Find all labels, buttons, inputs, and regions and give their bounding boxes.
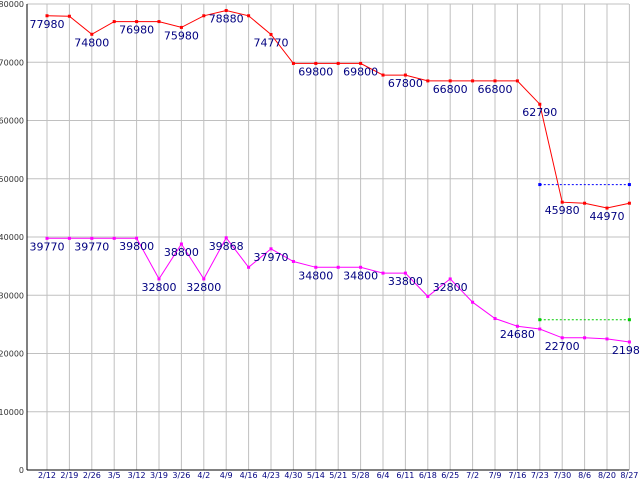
series-2-point (538, 183, 541, 186)
y-tick-label: 20000 (0, 350, 24, 359)
x-tick-label: 4/16 (240, 471, 258, 480)
series-1-point (68, 237, 71, 240)
series-1-point (337, 266, 340, 269)
series-0-point (516, 79, 519, 82)
data-label: 24680 (500, 328, 535, 341)
data-label: 69800 (298, 65, 333, 78)
x-tick-label: 7/2 (466, 471, 479, 480)
x-tick-label: 2/19 (60, 471, 78, 480)
series-1-point (606, 337, 609, 340)
x-tick-label: 2/12 (38, 471, 56, 480)
series-0-point (471, 79, 474, 82)
y-tick-label: 10000 (0, 408, 24, 417)
data-label: 77980 (30, 18, 65, 31)
y-tick-label: 60000 (0, 117, 24, 126)
y-axis-tick-labels: 0 10000 20000 30000 40000 50000 60000 70000 8000… (0, 0, 24, 475)
data-label: 78880 (209, 13, 244, 26)
series-0-point (113, 20, 116, 23)
data-label: 33800 (388, 275, 423, 288)
series-0-point (68, 15, 71, 18)
series-0-point (628, 202, 631, 205)
x-tick-label: 7/9 (489, 471, 502, 480)
series-0-point (202, 14, 205, 17)
x-tick-label: 3/12 (128, 471, 146, 480)
x-axis-tick-labels: 2/12 2/19 2/26 3/5 3/12 3/19 3/26 4/2 4/9 4/16 4/2… (38, 471, 638, 480)
y-tick-label: 40000 (0, 233, 24, 242)
data-label: 32800 (186, 281, 221, 294)
series-1-point (538, 328, 541, 331)
x-tick-label: 4/23 (262, 471, 280, 480)
data-label: 39868 (209, 240, 244, 253)
x-tick-label: 8/27 (620, 471, 638, 480)
data-label: 69800 (343, 65, 378, 78)
x-tick-label: 5/21 (329, 471, 347, 480)
series-0-point (337, 62, 340, 65)
data-label: 76980 (119, 24, 154, 37)
series-0-point (292, 62, 295, 65)
data-label: 62790 (522, 106, 557, 119)
data-label: 66800 (433, 83, 468, 96)
x-tick-label: 2/26 (83, 471, 101, 480)
y-tick-label: 50000 (0, 175, 24, 184)
data-label: 67800 (388, 77, 423, 90)
series-0-point (247, 14, 250, 17)
data-label: 37970 (254, 251, 289, 264)
x-tick-label: 3/26 (172, 471, 190, 480)
data-label: 39800 (119, 240, 154, 253)
data-label: 34800 (343, 269, 378, 282)
y-tick-label: 80000 (0, 0, 24, 9)
data-label: 74800 (74, 36, 109, 49)
x-tick-label: 5/28 (352, 471, 370, 480)
data-label: 22700 (545, 340, 580, 353)
data-label: 38800 (164, 246, 199, 259)
x-tick-label: 3/19 (150, 471, 168, 480)
x-tick-label: 6/18 (419, 471, 437, 480)
series-1-point (382, 272, 385, 275)
x-tick-label: 6/11 (396, 471, 414, 480)
series-3-point (538, 318, 541, 321)
series-1-point (583, 336, 586, 339)
y-tick-label: 70000 (0, 58, 24, 67)
series-1-point (494, 317, 497, 320)
x-tick-label: 6/25 (441, 471, 459, 480)
x-tick-label: 6/4 (377, 471, 390, 480)
data-label: 74770 (254, 36, 289, 49)
y-tick-label: 30000 (0, 291, 24, 300)
x-tick-label: 4/2 (197, 471, 210, 480)
y-tick-label: 0 (19, 466, 24, 475)
data-label: 34800 (298, 269, 333, 282)
series-3-point (628, 318, 631, 321)
data-label: 21980 (612, 344, 640, 357)
x-tick-label: 7/30 (553, 471, 571, 480)
data-label: 39770 (30, 240, 65, 253)
series-1-point (247, 266, 250, 269)
series-1-point (292, 260, 295, 263)
x-tick-label: 4/30 (284, 471, 302, 480)
x-tick-label: 5/14 (307, 471, 325, 480)
series-0-point (426, 79, 429, 82)
data-label: 39770 (74, 240, 109, 253)
data-label: 32800 (142, 281, 177, 294)
series-1-point (113, 237, 116, 240)
series-1-point (426, 295, 429, 298)
data-label: 45980 (545, 204, 580, 217)
series-0-point (583, 202, 586, 205)
series-0-point (158, 20, 161, 23)
data-label: 32800 (433, 281, 468, 294)
x-tick-label: 8/20 (598, 471, 616, 480)
x-tick-label: 7/16 (508, 471, 526, 480)
x-tick-label: 3/5 (108, 471, 121, 480)
series-2-point (628, 183, 631, 186)
data-label: 75980 (164, 29, 199, 42)
x-tick-label: 8/6 (578, 471, 591, 480)
data-label: 44970 (590, 210, 625, 223)
series-1-point (471, 301, 474, 304)
x-tick-label: 4/9 (220, 471, 233, 480)
x-tick-label: 7/23 (531, 471, 549, 480)
series-0-point (382, 74, 385, 77)
data-label: 66800 (478, 83, 513, 96)
